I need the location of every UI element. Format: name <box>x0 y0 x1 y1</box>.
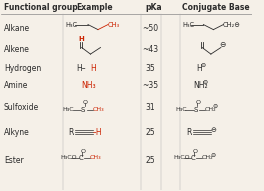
Text: H: H <box>79 36 84 42</box>
Text: ⊖: ⊖ <box>213 104 218 109</box>
Text: 25: 25 <box>146 156 155 165</box>
Text: ⊖: ⊖ <box>220 40 226 49</box>
Text: CH₂: CH₂ <box>204 107 216 112</box>
Text: ~50: ~50 <box>143 24 159 33</box>
Text: H₃C: H₃C <box>65 22 78 28</box>
Text: Alkane: Alkane <box>4 24 30 33</box>
Text: O: O <box>195 100 200 105</box>
Text: NH₂: NH₂ <box>193 81 208 90</box>
Text: Alkyne: Alkyne <box>4 128 30 137</box>
Text: O: O <box>192 149 197 154</box>
Text: H: H <box>91 64 96 73</box>
Text: ⊖: ⊖ <box>210 127 216 133</box>
Text: CH₃: CH₃ <box>107 22 119 28</box>
Text: H₃C: H₃C <box>63 107 74 112</box>
Text: H₃C: H₃C <box>182 22 194 28</box>
Text: C: C <box>78 155 83 161</box>
Text: 25: 25 <box>146 128 155 137</box>
Text: CH₃: CH₃ <box>90 155 101 160</box>
Text: H₃CO: H₃CO <box>60 155 77 160</box>
Text: pKa: pKa <box>146 3 162 12</box>
Text: R: R <box>68 128 73 137</box>
Text: CH₂⊖: CH₂⊖ <box>223 22 241 28</box>
Text: ⊖: ⊖ <box>200 63 206 68</box>
Text: ~35: ~35 <box>143 81 159 90</box>
Text: ⊖: ⊖ <box>210 153 216 158</box>
Text: 35: 35 <box>146 64 155 73</box>
Text: H₃CO: H₃CO <box>173 155 190 160</box>
Text: Sulfoxide: Sulfoxide <box>4 103 39 112</box>
Text: Conjugate Base: Conjugate Base <box>182 3 250 12</box>
Text: S: S <box>81 107 85 113</box>
Text: C: C <box>191 155 195 161</box>
Text: Example: Example <box>77 3 113 12</box>
Text: CH₃: CH₃ <box>92 107 104 112</box>
Text: CH₂: CH₂ <box>201 155 213 160</box>
Text: NH₃: NH₃ <box>82 81 96 90</box>
Text: Hydrogen: Hydrogen <box>4 64 41 73</box>
Text: –H: –H <box>92 128 102 137</box>
Text: H₃C: H₃C <box>176 107 187 112</box>
Text: ~43: ~43 <box>143 45 159 54</box>
Text: Alkene: Alkene <box>4 45 30 54</box>
Text: ⊖: ⊖ <box>202 80 207 85</box>
Text: Functional group: Functional group <box>4 3 78 12</box>
Text: Amine: Amine <box>4 81 28 90</box>
Text: H: H <box>196 64 202 73</box>
Text: Ester: Ester <box>4 156 24 165</box>
Text: 31: 31 <box>146 103 155 112</box>
Text: H–: H– <box>77 64 86 73</box>
Text: R: R <box>186 128 191 137</box>
Text: O: O <box>83 100 88 105</box>
Text: S: S <box>193 107 197 113</box>
Text: O: O <box>80 149 85 154</box>
